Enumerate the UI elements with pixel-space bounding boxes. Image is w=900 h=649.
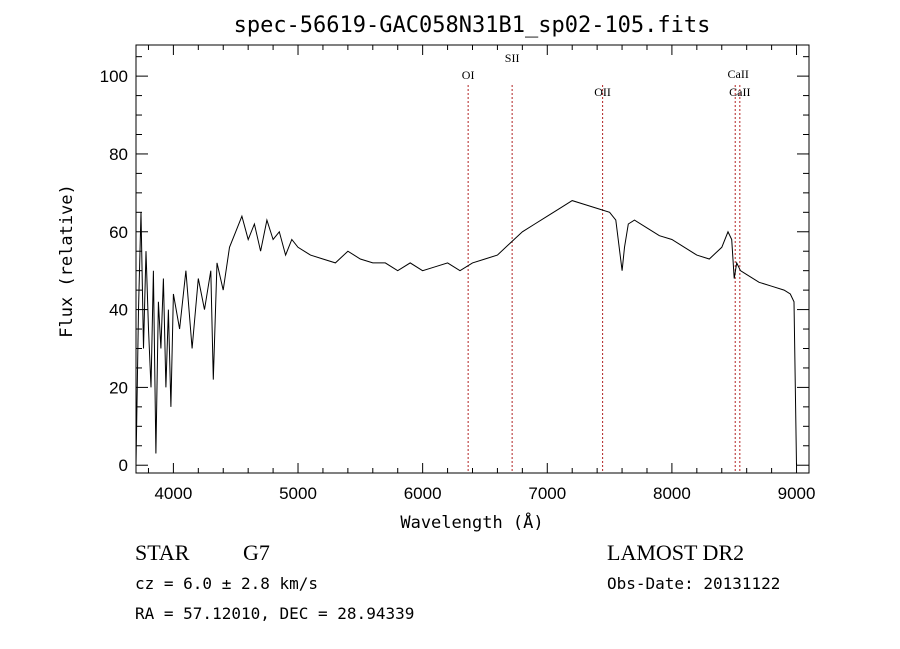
x-tick-label: 6000 [404, 484, 442, 503]
reference-lines: OI SII OII CaII CaII [462, 51, 750, 473]
x-tick-label: 8000 [653, 484, 691, 503]
y-tick-label: 80 [109, 145, 128, 164]
y-axis-label: Flux (relative) [57, 184, 77, 338]
chart-title: spec-56619-GAC058N31B1_sp02-105.fits [234, 13, 711, 38]
spectrum-line [135, 200, 797, 466]
x-tick-label: 5000 [279, 484, 317, 503]
object-subclass: G7 [243, 540, 270, 565]
axis-ticks: 4000 5000 6000 7000 8000 9000 0 20 40 60 80 100 [100, 45, 816, 503]
object-class: STAR [135, 540, 190, 565]
y-tick-label: 40 [109, 301, 128, 320]
reference-line-label: SII [505, 51, 520, 65]
redshift-cz: cz = 6.0 ± 2.8 km/s [135, 574, 319, 593]
x-tick-label: 9000 [778, 484, 816, 503]
x-axis-label: Wavelength (Å) [400, 511, 543, 533]
reference-line-label: OII [594, 85, 611, 99]
observation-date: Obs-Date: 20131122 [607, 574, 781, 593]
y-tick-label: 20 [109, 378, 128, 397]
reference-line-label: CaII [729, 85, 750, 99]
reference-line-label: OI [462, 68, 475, 82]
y-tick-label: 60 [109, 223, 128, 242]
survey-name: LAMOST DR2 [607, 540, 745, 565]
reference-line-label: CaII [728, 67, 749, 81]
y-tick-label: 0 [119, 456, 128, 475]
x-tick-label: 4000 [154, 484, 192, 503]
coordinates: RA = 57.12010, DEC = 28.94339 [135, 604, 415, 623]
y-tick-label: 100 [100, 67, 128, 86]
x-tick-label: 7000 [528, 484, 566, 503]
